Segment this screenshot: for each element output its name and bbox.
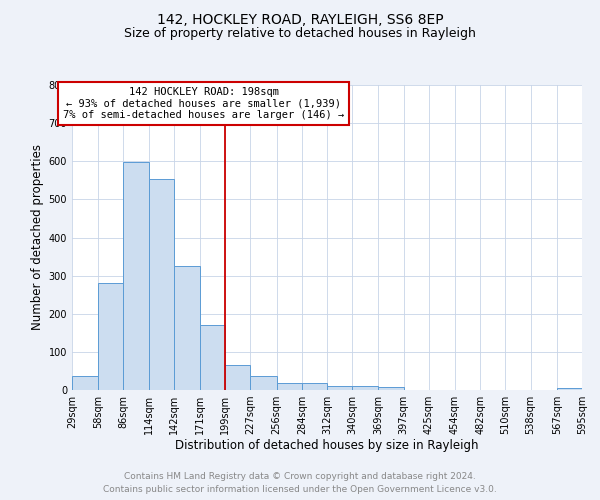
Bar — [557, 388, 582, 390]
Text: Size of property relative to detached houses in Rayleigh: Size of property relative to detached ho… — [124, 28, 476, 40]
Text: 142 HOCKLEY ROAD: 198sqm
← 93% of detached houses are smaller (1,939)
7% of semi: 142 HOCKLEY ROAD: 198sqm ← 93% of detach… — [63, 87, 344, 120]
Bar — [225, 365, 250, 390]
Bar — [302, 383, 327, 390]
Bar — [72, 376, 98, 390]
Bar — [277, 383, 302, 390]
Bar — [98, 283, 124, 390]
Bar — [327, 386, 352, 390]
X-axis label: Distribution of detached houses by size in Rayleigh: Distribution of detached houses by size … — [175, 438, 479, 452]
Bar — [149, 179, 174, 390]
Bar — [124, 162, 149, 390]
Bar — [174, 266, 200, 390]
Bar — [352, 386, 379, 390]
Bar — [379, 388, 404, 390]
Text: Contains public sector information licensed under the Open Government Licence v3: Contains public sector information licen… — [103, 485, 497, 494]
Bar — [200, 325, 225, 390]
Y-axis label: Number of detached properties: Number of detached properties — [31, 144, 44, 330]
Bar — [250, 376, 277, 390]
Text: Contains HM Land Registry data © Crown copyright and database right 2024.: Contains HM Land Registry data © Crown c… — [124, 472, 476, 481]
Text: 142, HOCKLEY ROAD, RAYLEIGH, SS6 8EP: 142, HOCKLEY ROAD, RAYLEIGH, SS6 8EP — [157, 12, 443, 26]
